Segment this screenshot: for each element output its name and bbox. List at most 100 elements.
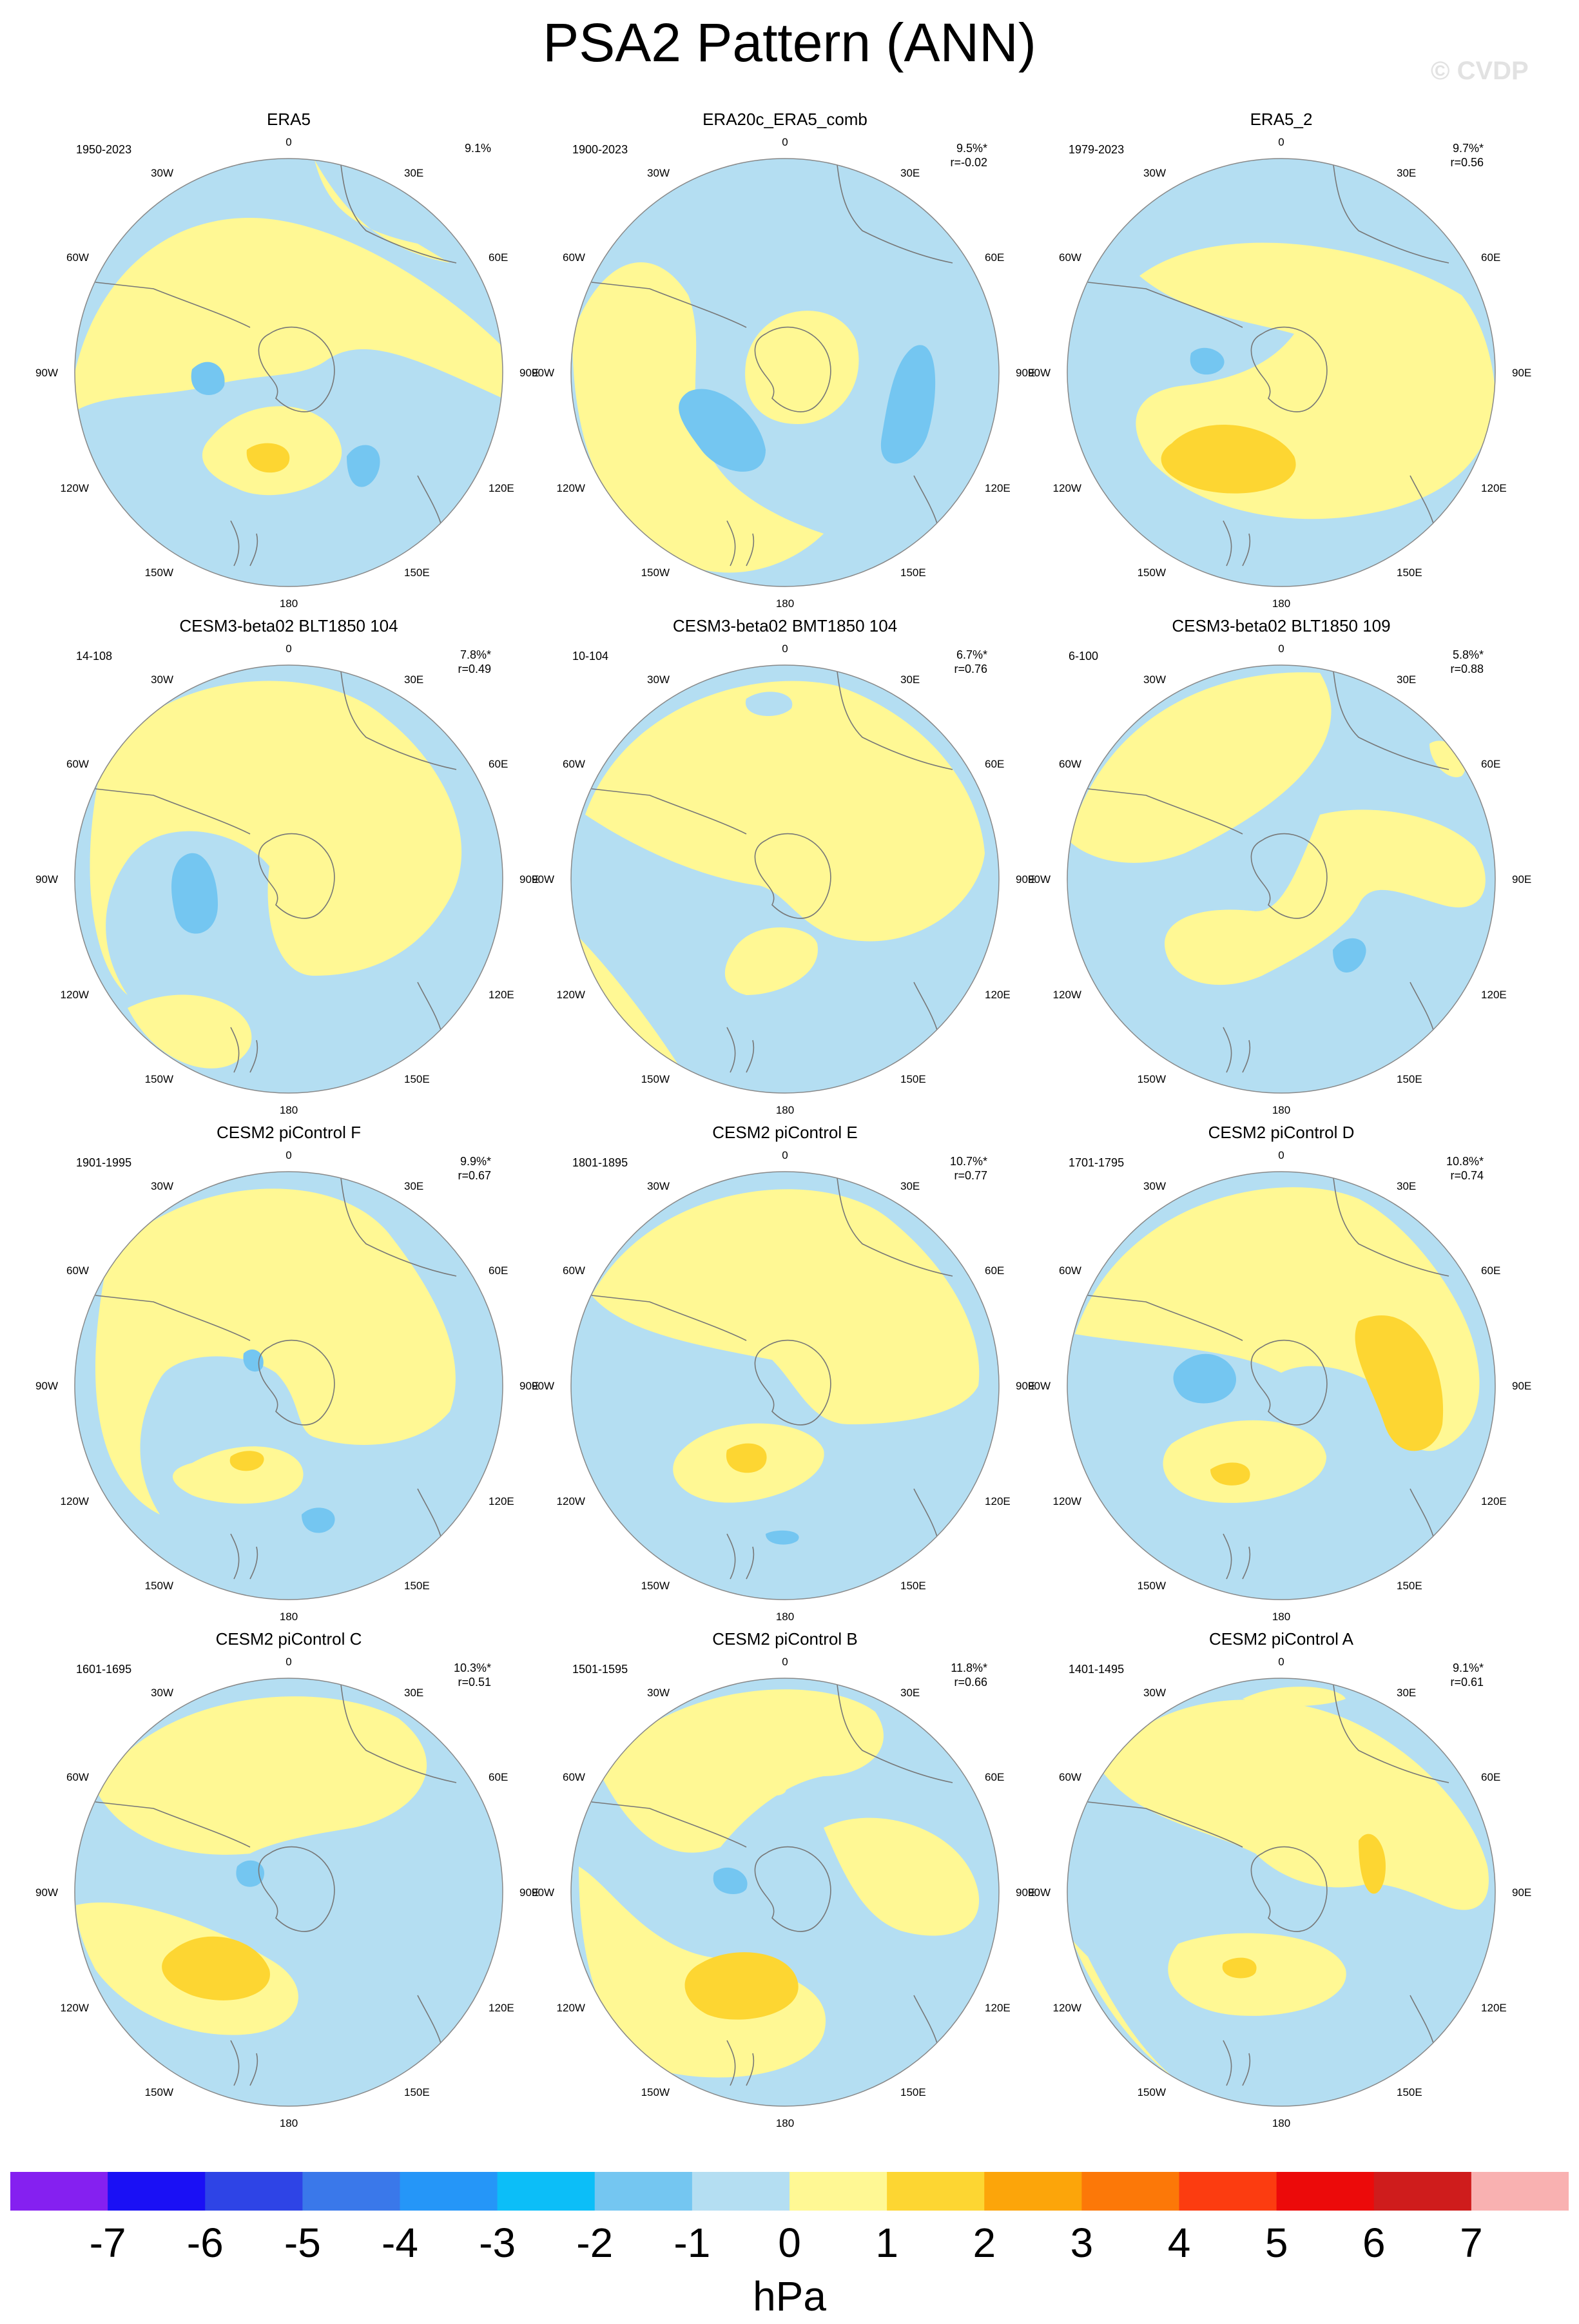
longitude-label: 90E: [519, 873, 539, 886]
longitude-label: 90W: [532, 1886, 554, 1899]
longitude-label: 120W: [61, 482, 89, 494]
colorbar-tick-label: 1: [875, 2220, 898, 2266]
panel-pattern-corr: r=0.88: [1450, 663, 1484, 675]
panel-variance-pct: 5.8%*: [1453, 648, 1484, 661]
longitude-label: 180: [280, 2117, 298, 2129]
colorbar-segment: [984, 2172, 1082, 2211]
longitude-label: 30W: [647, 1180, 670, 1192]
coastline: [1332, 1172, 1449, 1277]
longitude-label: 0: [286, 136, 291, 148]
longitude-label: 90E: [1016, 1886, 1035, 1899]
panel-title: ERA5_2: [1250, 110, 1313, 129]
map-panel: 0 30E 60E 90E 120E 150E 180 150W 120W 90W 60W 30W CE…: [532, 616, 1035, 1116]
colorbar-segment: [497, 2172, 596, 2211]
longitude-label: 150W: [641, 1580, 670, 1592]
longitude-label: 90E: [519, 1886, 539, 1899]
anomaly-contour: [1243, 1687, 1346, 1707]
map-outline: [570, 1678, 1000, 2107]
longitude-label: 150E: [1397, 1580, 1422, 1592]
panel-variance-pct: 10.7%*: [950, 1155, 987, 1168]
colorbar: [10, 2172, 1569, 2211]
longitude-label: 150E: [900, 2086, 926, 2098]
panel-years: 1950-2023: [76, 143, 131, 156]
anomaly-contour: [246, 443, 290, 473]
map-panel: 0 30E 60E 90E 120E 150E 180 150W 120W 90W 60W 30W CE…: [35, 1123, 539, 1623]
longitude-label: 60E: [489, 251, 508, 264]
coastline: [836, 666, 953, 770]
map-panel: 0 30E 60E 90E 120E 150E 180 150W 120W 90W 60W 30W CE…: [35, 616, 539, 1116]
coastline: [836, 1679, 953, 1783]
panel-years: 10-104: [572, 650, 608, 663]
map-outline: [74, 158, 503, 587]
colorbar-segment: [302, 2172, 400, 2211]
longitude-label: 120W: [61, 1495, 89, 1507]
longitude-label: 60W: [1059, 758, 1081, 770]
longitude-label: 30W: [647, 673, 670, 686]
panel-title: CESM2 piControl F: [217, 1123, 361, 1142]
longitude-label: 120E: [1481, 1495, 1507, 1507]
coastline: [340, 666, 457, 770]
anomaly-contour: [1359, 1834, 1386, 1894]
map-outline: [1067, 664, 1496, 1094]
colorbar-segment: [1081, 2172, 1179, 2211]
panel-pattern-corr: r=0.51: [458, 1676, 491, 1689]
coastline: [754, 1339, 831, 1426]
longitude-label: 60E: [985, 1264, 1004, 1277]
longitude-label: 30E: [404, 167, 423, 179]
anomaly-contour: [745, 692, 793, 716]
anomaly-contour: [75, 218, 503, 411]
longitude-label: 120W: [557, 989, 585, 1001]
longitude-label: 0: [782, 136, 788, 148]
panel-title: CESM3-beta02 BLT1850 109: [1172, 616, 1390, 635]
longitude-label: 60W: [563, 758, 585, 770]
coastline: [1250, 1339, 1328, 1426]
longitude-label: 30E: [900, 1180, 920, 1192]
panel-pattern-corr: r=-0.02: [950, 156, 987, 169]
panel-title: CESM3-beta02 BMT1850 104: [673, 616, 897, 635]
longitude-label: 0: [286, 643, 291, 655]
coastline: [726, 1533, 755, 1580]
longitude-label: 180: [776, 1104, 794, 1116]
longitude-label: 60E: [985, 251, 1004, 264]
longitude-label: 150W: [145, 1580, 173, 1592]
map-panel: 0 30E 60E 90E 120E 150E 180 150W 120W 90W 60W 30W CE…: [532, 1123, 1035, 1623]
longitude-label: 90W: [1028, 1886, 1051, 1899]
anomaly-contour: [171, 853, 218, 934]
anomaly-contour: [302, 1507, 335, 1533]
longitude-label: 90W: [35, 367, 58, 379]
coastline: [340, 159, 457, 264]
anomaly-contour: [764, 1779, 787, 1796]
anomaly-contour: [679, 389, 766, 472]
colorbar-segment: [10, 2172, 108, 2211]
coastline: [258, 833, 335, 919]
coastline: [258, 1339, 335, 1426]
longitude-label: 180: [1272, 1611, 1290, 1623]
panel-years: 1701-1795: [1069, 1156, 1124, 1169]
longitude-label: 0: [782, 1656, 788, 1668]
anomaly-contour: [824, 1817, 980, 1936]
coastline: [95, 1295, 251, 1341]
colorbar-segment: [790, 2172, 887, 2211]
longitude-label: 0: [286, 1656, 291, 1668]
panel-title: CESM2 piControl A: [1209, 1629, 1354, 1649]
panel-variance-pct: 9.1%*: [1453, 1661, 1484, 1674]
anomaly-contour: [572, 931, 695, 1092]
longitude-label: 60W: [563, 251, 585, 264]
longitude-label: 90E: [519, 1380, 539, 1392]
coastline: [1223, 520, 1251, 566]
map-outline: [74, 1171, 503, 1600]
longitude-label: 60E: [489, 1264, 508, 1277]
anomaly-contour: [95, 1696, 427, 1855]
panel-pattern-corr: r=0.74: [1450, 1169, 1484, 1182]
coastline: [836, 159, 953, 264]
coastline: [1332, 666, 1449, 770]
longitude-label: 120E: [1481, 989, 1507, 1001]
longitude-label: 0: [286, 1149, 291, 1161]
panel-variance-pct: 10.8%*: [1446, 1155, 1484, 1168]
map-panel: 0 30E 60E 90E 120E 150E 180 150W 120W 90W 60W 30W ER…: [1028, 110, 1531, 610]
coastline: [230, 2040, 258, 2086]
longitude-label: 150W: [145, 566, 173, 579]
coastline: [591, 1801, 747, 1848]
longitude-label: 30E: [404, 1180, 423, 1192]
longitude-label: 60E: [985, 1771, 1004, 1783]
